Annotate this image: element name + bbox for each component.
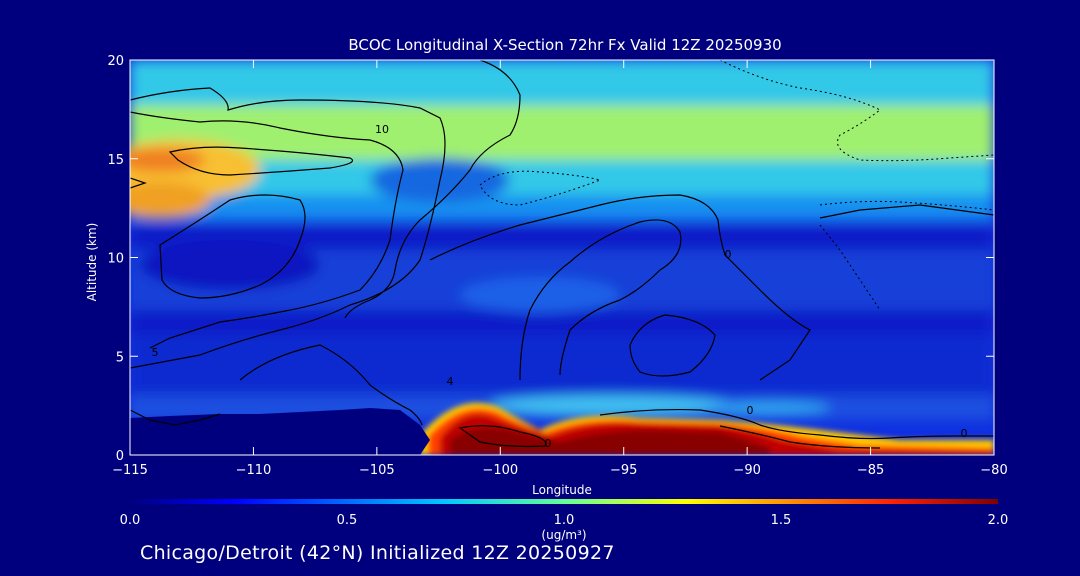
colorbar-tick-label: 2.0 — [988, 513, 1009, 528]
contour-label: 4 — [447, 375, 454, 388]
contour-label: 0 — [725, 248, 732, 261]
contour-label: 0 — [961, 427, 968, 440]
colorbar-units: (ug/m³) — [541, 528, 586, 542]
contour-label: 0 — [747, 404, 754, 417]
contour-label: 10 — [375, 123, 389, 136]
y-tick-label: 15 — [107, 153, 124, 168]
y-tick-label: 10 — [107, 252, 124, 267]
y-tick-label: 5 — [116, 350, 124, 365]
x-tick-label: −110 — [236, 463, 272, 478]
y-tick-label: 20 — [107, 54, 124, 69]
colorbar-tick-label: 0.5 — [337, 513, 358, 528]
colorbar-tick-label: 1.5 — [771, 513, 792, 528]
x-tick-label: −105 — [359, 463, 395, 478]
x-tick-label: −80 — [980, 463, 1007, 478]
contour-label: 5 — [152, 346, 159, 359]
colorbar-tick-label: 0.0 — [120, 513, 141, 528]
x-tick-label: −100 — [482, 463, 518, 478]
x-tick-label: −115 — [112, 463, 148, 478]
x-tick-label: −85 — [857, 463, 884, 478]
colorbar-tick-label: 1.0 — [554, 513, 575, 528]
heatmap-field — [130, 60, 994, 455]
colorbar — [130, 499, 998, 504]
x-axis-label: Longitude — [532, 483, 592, 497]
footer-caption: Chicago/Detroit (42°N) Initialized 12Z 2… — [140, 542, 615, 564]
x-tick-label: −90 — [733, 463, 760, 478]
x-tick-label: −95 — [610, 463, 637, 478]
y-tick-label: 0 — [116, 449, 124, 464]
chart-title: BCOC Longitudinal X-Section 72hr Fx Vali… — [348, 36, 781, 54]
contour-label: 0 — [545, 437, 552, 450]
y-axis-label: Altitude (km) — [85, 223, 99, 302]
